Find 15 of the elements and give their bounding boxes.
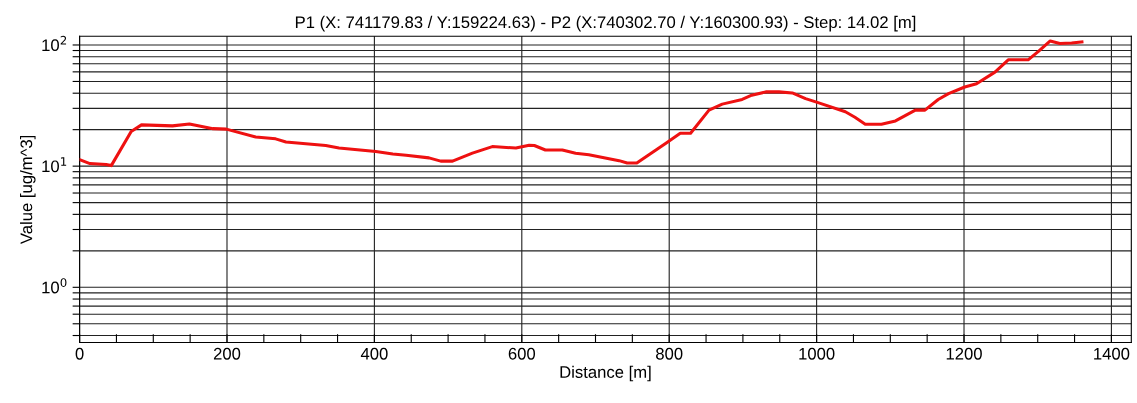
y-tick-label: 10$^{2}$	[42, 35, 67, 52]
y-tick-label: 10$^{1}$	[42, 157, 67, 173]
x-tick-label: 1200	[946, 347, 982, 360]
x-tick-label: 1000	[799, 347, 835, 360]
x-tick-label: 0	[75, 347, 84, 360]
x-tick-label: 200	[213, 347, 241, 360]
x-axis-title: Distance [m]	[560, 365, 651, 382]
x-tick-label: 800	[656, 347, 683, 360]
x-tick-label: 1400	[1094, 347, 1130, 360]
chart-title: P1 (X: 741179.83 / Y:159224.63) - P2 (X:740302.70 / Y:160300.93) - Step: 14.02 [m]	[295, 15, 916, 32]
y-tick-label: 10$^{0}$	[42, 278, 67, 294]
x-tick-label: 600	[508, 347, 536, 360]
x-tick-label: 400	[360, 347, 388, 360]
line-series	[79, 39, 1084, 168]
y-axis-title: Value [ug/m^3]	[20, 135, 36, 245]
